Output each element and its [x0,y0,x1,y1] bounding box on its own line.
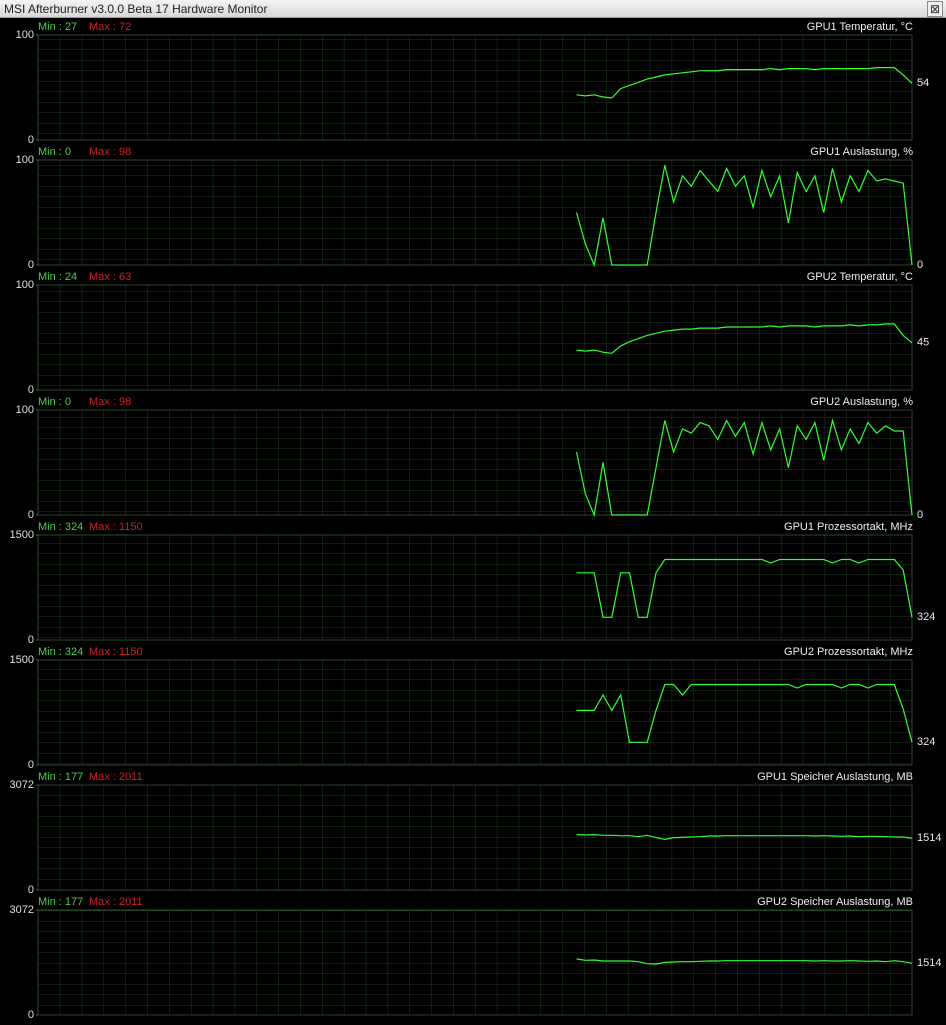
data-line [576,833,913,841]
y-tick-label: 100 [16,279,34,291]
min-label: Min : 0 [38,146,71,158]
y-tick-label: 100 [16,29,34,41]
max-label: Max : 1150 [89,646,143,658]
min-label: Min : 27 [38,21,77,33]
chart-title: GPU2 Temperatur, °C [807,271,913,283]
title-bar: MSI Afterburner v3.0.0 Beta 17 Hardware … [0,0,946,18]
y-tick-label: 100 [16,154,34,166]
chart-title: GPU2 Speicher Auslastung, MB [757,896,913,908]
max-label: Max : 63 [89,271,131,283]
plot-area [37,409,913,516]
plot-area [37,34,913,141]
chart-title: GPU1 Temperatur, °C [807,21,913,33]
current-value: 324 [917,736,935,748]
max-label: Max : 2011 [89,771,143,783]
y-tick-label: 0 [28,759,34,771]
max-label: Max : 1150 [89,521,143,533]
y-tick-label: 0 [28,259,34,271]
chart-title: GPU1 Speicher Auslastung, MB [757,771,913,783]
min-label: Min : 24 [38,271,77,283]
y-tick-label: 100 [16,404,34,416]
data-line [576,958,913,965]
min-label: Min : 177 [38,771,83,783]
current-value: 54 [917,77,929,89]
plot-area [37,909,913,1016]
data-line [576,323,913,354]
y-tick-label: 0 [28,634,34,646]
y-tick-label: 0 [28,1009,34,1021]
current-value: 45 [917,337,929,349]
y-tick-label: 1500 [10,654,34,666]
chart-title: GPU1 Prozessortakt, MHz [784,521,913,533]
current-value: 1514 [917,832,941,844]
min-label: Min : 324 [38,521,83,533]
plot-area [37,284,913,391]
max-label: Max : 98 [89,146,131,158]
data-line [575,418,913,518]
plot-area [37,159,913,266]
y-tick-label: 0 [28,384,34,396]
max-label: Max : 72 [89,21,131,33]
data-line [575,165,913,268]
chart-title: GPU1 Auslastung, % [810,146,913,158]
plot-area [37,659,913,766]
window-title: MSI Afterburner v3.0.0 Beta 17 Hardware … [4,2,268,16]
min-label: Min : 0 [38,396,71,408]
current-value: 324 [917,611,935,623]
plot-area [37,534,913,641]
data-line [576,558,913,618]
data-line [576,67,913,99]
y-tick-label: 0 [28,509,34,521]
y-tick-label: 3072 [10,779,34,791]
min-label: Min : 324 [38,646,83,658]
y-tick-label: 0 [28,884,34,896]
chart-title: GPU2 Prozessortakt, MHz [784,646,913,658]
plot-area [37,784,913,891]
max-label: Max : 2011 [89,896,143,908]
y-tick-label: 1500 [10,529,34,541]
y-tick-label: 0 [28,134,34,146]
chart-title: GPU2 Auslastung, % [810,396,913,408]
max-label: Max : 98 [89,396,131,408]
y-tick-label: 3072 [10,904,34,916]
current-value: 1514 [917,957,941,969]
data-line [576,683,913,743]
current-value: 0 [917,259,923,271]
monitor: Min : 27 Max : 72 GPU1 Temperatur, °C 0 100 5… [10,21,942,1021]
min-label: Min : 177 [38,896,83,908]
current-value: 0 [917,509,923,521]
close-button[interactable]: ⊠ [927,1,943,17]
